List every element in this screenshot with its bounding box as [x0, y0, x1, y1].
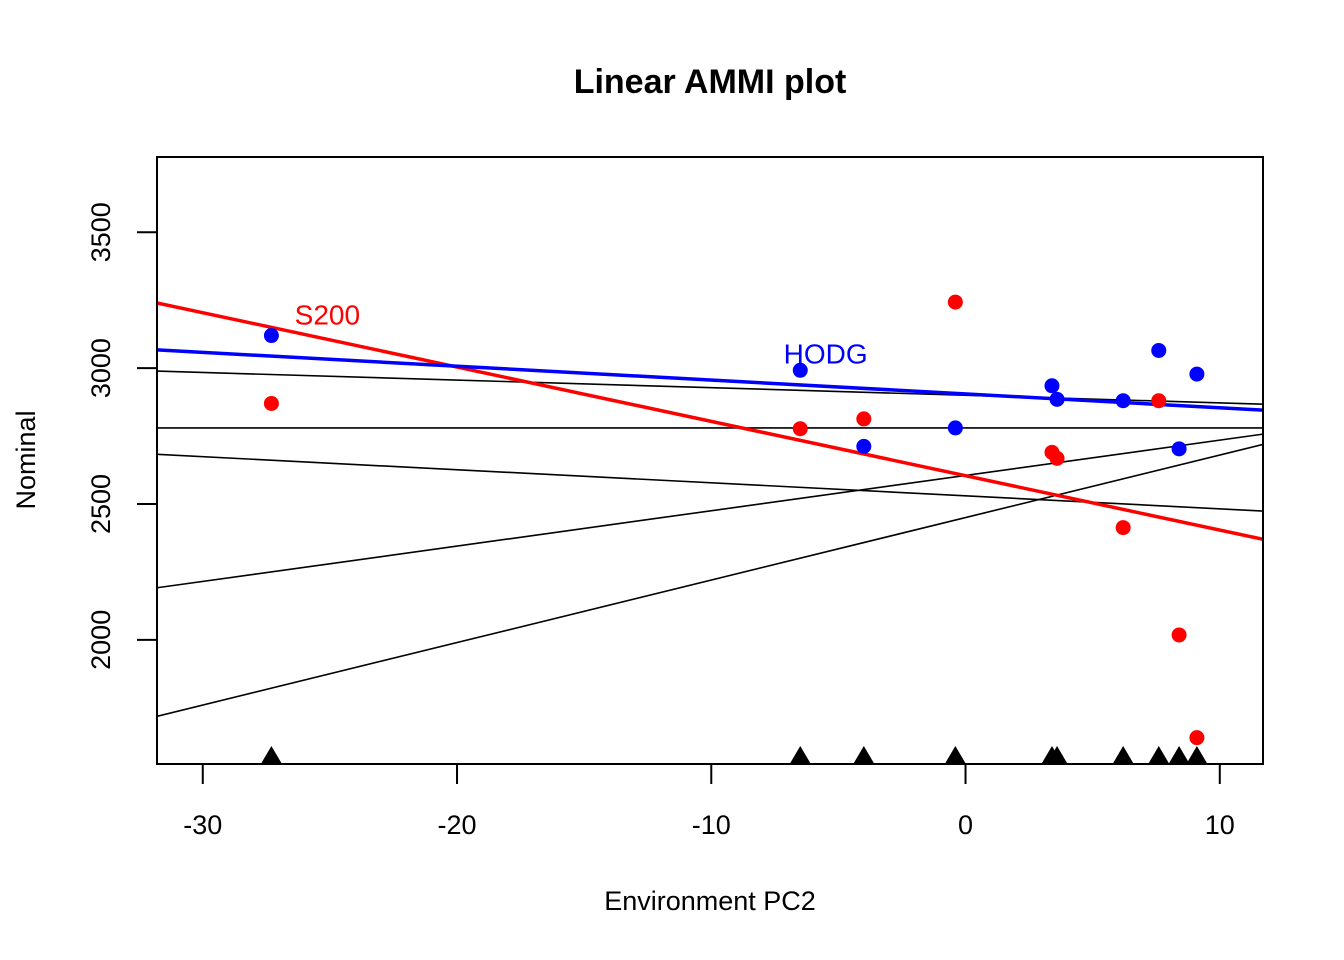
s200-point-2: [792, 421, 808, 437]
hodg-point-1: [263, 328, 279, 344]
hodg-point-8: [1151, 342, 1167, 358]
hodg-point-4: [947, 420, 963, 436]
s200-point-1: [263, 395, 279, 411]
environment-markers: [261, 746, 1207, 763]
hodg-point-7: [1115, 393, 1131, 409]
environment-marker-8: [1148, 746, 1169, 763]
genotype-line-1: [157, 370, 1263, 405]
hodg-point-10: [1189, 366, 1205, 382]
s200-point-3: [856, 411, 872, 427]
y-tick-label-1: 2000: [86, 610, 116, 670]
hodg-point-5: [1044, 378, 1060, 394]
data-points: [263, 294, 1205, 746]
s200-point-7: [1115, 520, 1131, 536]
x-axis: -30 -20 -10 0 10: [183, 763, 1235, 840]
hodg-point-3: [856, 438, 872, 454]
x-tick-label-5: 10: [1205, 810, 1235, 840]
environment-marker-6: [1047, 746, 1068, 763]
y-tick-label-4: 3500: [86, 202, 116, 262]
environment-marker-1: [261, 746, 282, 763]
environment-marker-7: [1113, 746, 1134, 763]
y-tick-label-3: 3000: [86, 338, 116, 398]
s200-regression-line: [157, 301, 1263, 542]
genotype-line-5: [157, 443, 1263, 718]
s200-point-10: [1189, 730, 1205, 746]
hodg-point-9: [1171, 441, 1187, 457]
x-tick-label-3: -10: [692, 810, 731, 840]
y-axis-label: Nominal: [11, 410, 41, 509]
series-labels: S200 HODG: [295, 300, 868, 370]
x-tick-label-1: -30: [183, 810, 222, 840]
environment-marker-4: [945, 746, 966, 763]
highlighted-genotype-lines: [157, 301, 1263, 542]
s200-label: S200: [295, 300, 360, 331]
environment-marker-2: [790, 746, 811, 763]
s200-point-6: [1049, 450, 1065, 466]
s200-point-4: [947, 294, 963, 310]
hodg-point-2: [792, 362, 808, 378]
hodg-regression-line: [157, 348, 1263, 412]
environment-marker-3: [853, 746, 874, 763]
s200-point-9: [1171, 627, 1187, 643]
genotype-line-4: [157, 433, 1263, 589]
y-axis: 2000 2500 3000 3500: [86, 202, 158, 670]
s200-point-8: [1151, 393, 1167, 409]
x-tick-label-4: 0: [958, 810, 973, 840]
plot-frame: [156, 156, 1264, 765]
x-axis-label: Environment PC2: [604, 886, 816, 916]
environment-marker-10: [1186, 746, 1207, 763]
hodg-point-6: [1049, 391, 1065, 407]
environment-marker-9: [1169, 746, 1190, 763]
y-tick-label-2: 2500: [86, 474, 116, 534]
chart-title: Linear AMMI plot: [574, 63, 847, 101]
hodg-label: HODG: [784, 338, 868, 369]
x-tick-label-2: -20: [438, 810, 477, 840]
